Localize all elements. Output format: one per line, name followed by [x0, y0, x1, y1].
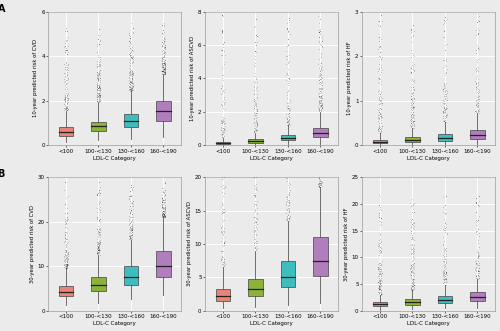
- Bar: [216, 142, 230, 144]
- Bar: [280, 260, 295, 287]
- X-axis label: LDL-C Category: LDL-C Category: [407, 321, 450, 326]
- Bar: [405, 137, 419, 142]
- Bar: [248, 279, 262, 296]
- Bar: [124, 266, 138, 285]
- X-axis label: LDL-C Category: LDL-C Category: [94, 321, 136, 326]
- Bar: [313, 127, 328, 137]
- Bar: [405, 299, 419, 305]
- Bar: [470, 129, 484, 139]
- Bar: [58, 127, 74, 136]
- Bar: [313, 237, 328, 276]
- X-axis label: LDL-C Category: LDL-C Category: [250, 321, 293, 326]
- Bar: [156, 101, 170, 121]
- Y-axis label: 30-year predicted risk of HF: 30-year predicted risk of HF: [344, 207, 349, 281]
- Bar: [216, 289, 230, 301]
- Bar: [372, 140, 387, 143]
- Bar: [248, 139, 262, 143]
- X-axis label: LDL-C Category: LDL-C Category: [250, 156, 293, 161]
- Y-axis label: 10-year predicted risk of HF: 10-year predicted risk of HF: [348, 42, 352, 115]
- Bar: [438, 296, 452, 303]
- Bar: [156, 251, 170, 277]
- X-axis label: LDL-C Category: LDL-C Category: [94, 156, 136, 161]
- Text: B: B: [0, 169, 5, 179]
- Bar: [91, 277, 106, 291]
- Bar: [124, 114, 138, 127]
- Y-axis label: 10-year predicted risk of CVD: 10-year predicted risk of CVD: [34, 39, 38, 118]
- Bar: [438, 134, 452, 141]
- Text: A: A: [0, 4, 5, 14]
- Bar: [280, 135, 295, 140]
- Y-axis label: 10-year predicted risk of ASCVD: 10-year predicted risk of ASCVD: [190, 36, 196, 121]
- Bar: [470, 292, 484, 301]
- Bar: [91, 122, 106, 131]
- Bar: [372, 302, 387, 306]
- Bar: [58, 286, 74, 296]
- Y-axis label: 30-year predicted risk of ASCVD: 30-year predicted risk of ASCVD: [187, 202, 192, 286]
- Y-axis label: 30-year predicted risk of CVD: 30-year predicted risk of CVD: [30, 205, 35, 283]
- X-axis label: LDL-C Category: LDL-C Category: [407, 156, 450, 161]
